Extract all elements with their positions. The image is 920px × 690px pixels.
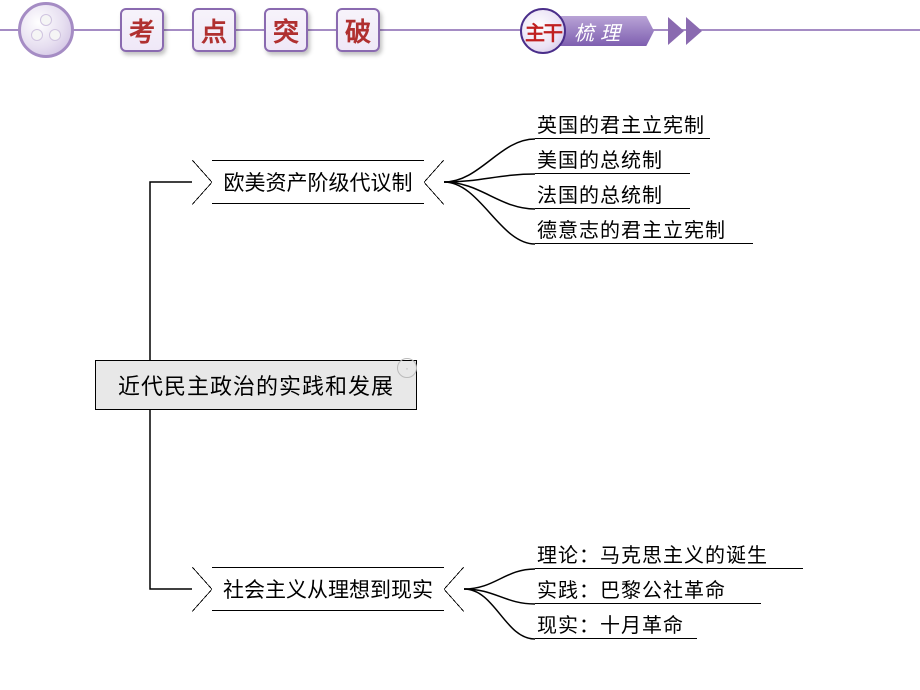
chevron-right-icon	[668, 17, 702, 45]
title-tile: 考	[120, 8, 164, 52]
watermark-dot-icon: ·	[397, 358, 417, 378]
subtitle-badge: 主干 梳理	[520, 8, 702, 54]
leaf-node: 美国的总统制	[535, 140, 690, 174]
title-tile: 破	[336, 8, 380, 52]
branch-node: 社会主义从理想到现实	[212, 567, 444, 611]
subtitle-circle: 主干	[520, 8, 566, 54]
subtitle-bar: 梳理	[558, 16, 654, 46]
title-tile: 突	[264, 8, 308, 52]
concept-map: 近代民主政治的实践和发展 欧美资产阶级代议制 社会主义从理想到现实 英国的君主立…	[0, 60, 920, 690]
slide-header: 考 点 突 破 主干 梳理	[0, 0, 920, 60]
leaf-node: 现实：十月革命	[535, 605, 697, 639]
title-tile-row: 考 点 突 破	[120, 8, 380, 52]
leaf-node: 实践：巴黎公社革命	[535, 570, 761, 604]
branch-node: 欧美资产阶级代议制	[212, 160, 424, 204]
leaf-node: 德意志的君主立宪制	[535, 210, 753, 244]
leaf-node: 理论：马克思主义的诞生	[535, 535, 803, 569]
root-node: 近代民主政治的实践和发展	[95, 360, 417, 410]
leaf-node: 英国的君主立宪制	[535, 105, 710, 139]
flower-emblem-icon	[18, 2, 74, 58]
title-tile: 点	[192, 8, 236, 52]
leaf-node: 法国的总统制	[535, 175, 690, 209]
